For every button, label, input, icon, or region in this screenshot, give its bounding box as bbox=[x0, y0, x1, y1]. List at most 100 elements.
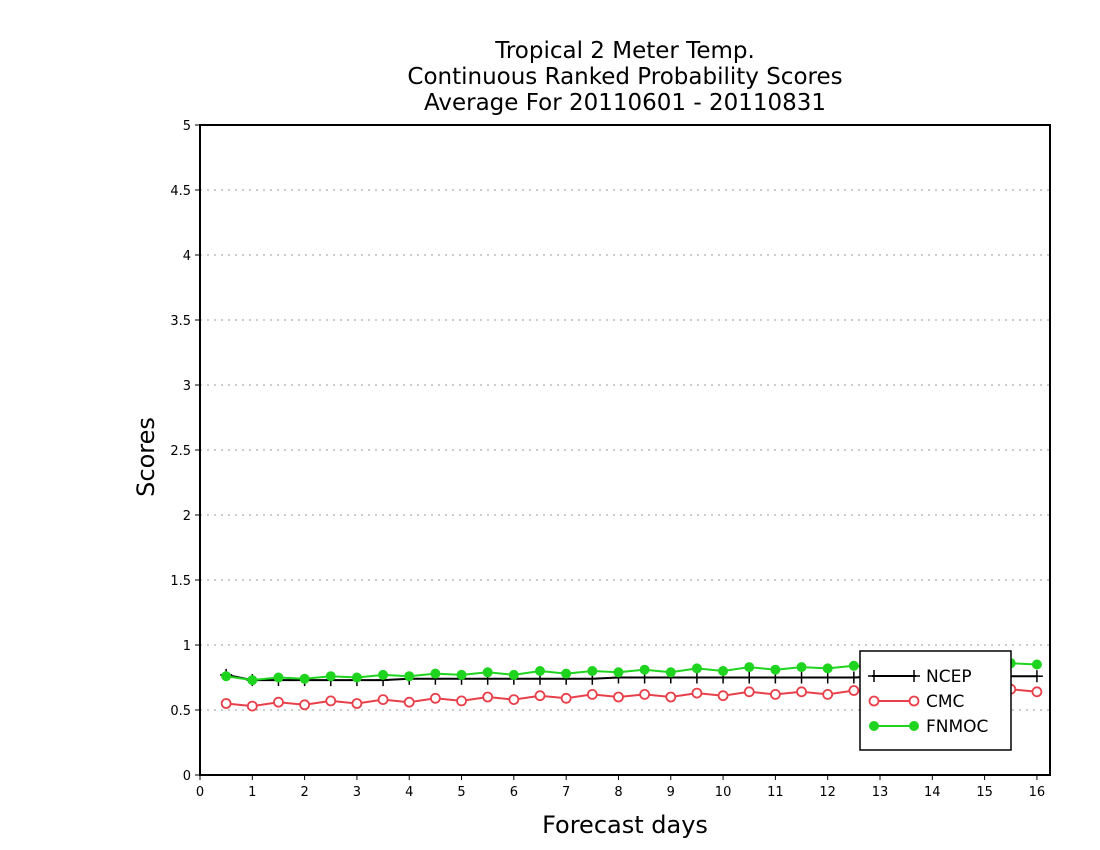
legend-label-ncep: NCEP bbox=[926, 667, 972, 687]
x-tick-label-7: 7 bbox=[562, 785, 570, 800]
x-tick-label-12: 12 bbox=[819, 785, 836, 800]
data-point-cmc-4 bbox=[325, 695, 337, 707]
data-point-fnmoc-18 bbox=[691, 663, 702, 674]
x-tick-label-6: 6 bbox=[510, 785, 518, 800]
x-tick-label-3: 3 bbox=[353, 785, 361, 800]
x-tick-label-11: 11 bbox=[767, 785, 784, 800]
data-point-fnmoc-3 bbox=[299, 673, 310, 684]
data-point-fnmoc-7 bbox=[404, 671, 415, 682]
legend-marker-end-cmc bbox=[908, 695, 920, 707]
legend-item-fnmoc: FNMOC bbox=[869, 717, 988, 737]
legend-label-cmc: CMC bbox=[926, 692, 964, 712]
legend-marker-start-fnmoc bbox=[869, 721, 879, 731]
grid-lines bbox=[200, 189, 1050, 711]
x-axis-label: Forecast days bbox=[542, 811, 708, 839]
y-tick-label-2: 1 bbox=[183, 639, 191, 654]
data-point-cmc-10 bbox=[482, 691, 494, 703]
data-point-fnmoc-20 bbox=[744, 662, 755, 673]
legend-marker-start-cmc bbox=[868, 695, 880, 707]
data-point-cmc-0 bbox=[220, 698, 232, 709]
legend-item-cmc: CMC bbox=[868, 692, 964, 712]
chart-title: Tropical 2 Meter Temp. Continuous Ranked… bbox=[407, 38, 842, 116]
data-point-ncep-20 bbox=[743, 671, 756, 684]
y-axis-label: Scores bbox=[132, 417, 160, 497]
legend-item-ncep: NCEP bbox=[868, 667, 972, 687]
data-point-fnmoc-8 bbox=[430, 668, 441, 679]
chart-title-line-2: Continuous Ranked Probability Scores bbox=[407, 64, 842, 90]
data-point-fnmoc-5 bbox=[351, 672, 362, 683]
chart-title-line-3: Average For 20110601 - 20110831 bbox=[424, 90, 826, 116]
data-point-cmc-21 bbox=[769, 689, 781, 700]
data-point-ncep-31 bbox=[1030, 670, 1043, 683]
data-point-cmc-19 bbox=[717, 690, 729, 702]
data-point-fnmoc-21 bbox=[770, 664, 781, 675]
x-tick-label-13: 13 bbox=[872, 785, 889, 800]
data-point-cmc-31 bbox=[1031, 686, 1043, 698]
data-point-cmc-23 bbox=[822, 689, 834, 700]
data-point-fnmoc-0 bbox=[221, 671, 232, 682]
data-point-cmc-6 bbox=[377, 694, 389, 705]
data-point-cmc-17 bbox=[665, 691, 677, 703]
data-point-fnmoc-4 bbox=[325, 671, 336, 682]
data-point-ncep-23 bbox=[821, 671, 834, 684]
data-point-cmc-7 bbox=[403, 696, 415, 708]
data-point-cmc-16 bbox=[639, 689, 651, 700]
data-point-cmc-18 bbox=[691, 687, 703, 699]
x-tick-label-10: 10 bbox=[715, 785, 732, 800]
x-tick-label-15: 15 bbox=[976, 785, 993, 800]
x-tick-label-14: 14 bbox=[924, 785, 941, 800]
data-point-fnmoc-15 bbox=[613, 667, 624, 678]
x-tick-label-5: 5 bbox=[457, 785, 465, 800]
y-tick-label-4: 2 bbox=[183, 509, 191, 524]
y-tick-label-10: 5 bbox=[183, 119, 191, 134]
data-point-fnmoc-2 bbox=[273, 672, 284, 683]
data-point-fnmoc-12 bbox=[535, 666, 545, 676]
data-point-cmc-24 bbox=[848, 685, 860, 696]
data-point-fnmoc-23 bbox=[822, 663, 833, 674]
data-point-fnmoc-10 bbox=[482, 667, 493, 678]
data-point-cmc-15 bbox=[613, 691, 624, 703]
legend-marker-end-fnmoc bbox=[909, 721, 919, 731]
y-tick-label-9: 4.5 bbox=[170, 184, 191, 199]
data-point-fnmoc-22 bbox=[796, 662, 807, 673]
data-point-cmc-5 bbox=[351, 698, 363, 709]
data-point-ncep-24 bbox=[847, 671, 860, 684]
x-tick-label-8: 8 bbox=[614, 785, 622, 800]
data-point-cmc-9 bbox=[456, 695, 467, 707]
y-tick-label-7: 3.5 bbox=[170, 314, 191, 329]
x-tick-label-1: 1 bbox=[248, 785, 256, 800]
x-tick-label-9: 9 bbox=[667, 785, 675, 800]
data-point-fnmoc-16 bbox=[639, 664, 650, 675]
legend: NCEP CMC FNMOC bbox=[859, 650, 1012, 751]
x-tick-label-16: 16 bbox=[1029, 785, 1046, 800]
y-tick-label-6: 3 bbox=[183, 379, 191, 394]
data-point-fnmoc-6 bbox=[378, 669, 389, 680]
data-point-cmc-2 bbox=[273, 696, 284, 708]
data-point-cmc-11 bbox=[508, 694, 520, 705]
y-tick-label-8: 4 bbox=[183, 249, 191, 264]
data-point-fnmoc-17 bbox=[665, 667, 676, 678]
y-tick-label-0: 0 bbox=[183, 769, 191, 784]
y-tick-label-3: 1.5 bbox=[170, 574, 191, 589]
data-point-cmc-1 bbox=[246, 700, 258, 712]
axis-ticks: 00.511.522.533.544.550 1 2 3 4 5 6 7 8 9 10 11 12 13 1… bbox=[170, 119, 1045, 800]
x-tick-label-4: 4 bbox=[405, 785, 413, 800]
data-point-cmc-13 bbox=[560, 692, 572, 704]
data-point-fnmoc-9 bbox=[456, 669, 467, 680]
data-point-cmc-14 bbox=[586, 689, 598, 700]
data-point-cmc-20 bbox=[743, 686, 755, 698]
data-point-cmc-8 bbox=[429, 692, 441, 704]
legend-label-fnmoc: FNMOC bbox=[926, 717, 988, 737]
chart-title-line-1: Tropical 2 Meter Temp. bbox=[494, 38, 755, 64]
data-point-cmc-22 bbox=[796, 686, 807, 698]
data-point-ncep-18 bbox=[690, 671, 703, 684]
x-tick-label-2: 2 bbox=[300, 785, 308, 800]
x-tick-label-0: 0 bbox=[196, 785, 204, 800]
data-point-fnmoc-13 bbox=[561, 668, 572, 679]
y-tick-label-1: 0.5 bbox=[170, 704, 191, 719]
data-point-cmc-3 bbox=[299, 699, 311, 711]
data-point-fnmoc-11 bbox=[508, 669, 519, 680]
y-tick-label-5: 2.5 bbox=[170, 444, 191, 459]
data-point-fnmoc-14 bbox=[587, 666, 598, 676]
